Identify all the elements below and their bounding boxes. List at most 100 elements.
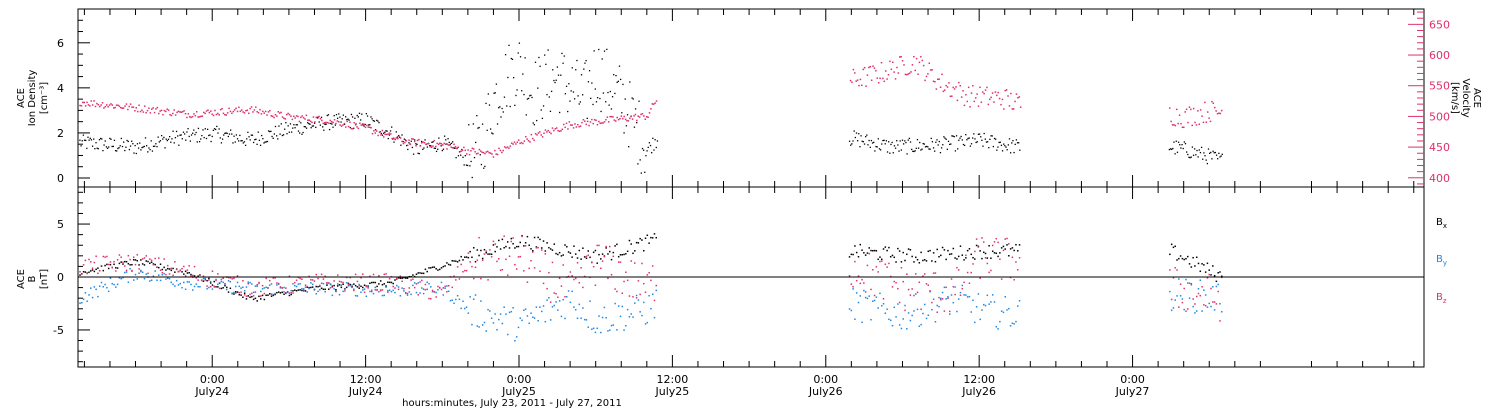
by-point [585, 319, 588, 321]
bx-point [945, 258, 947, 261]
by-point [544, 320, 547, 323]
by-point [365, 295, 368, 298]
density-point [1015, 139, 1018, 141]
bx-point [394, 279, 396, 281]
velocity-point [1184, 111, 1186, 113]
bx-point [197, 275, 199, 277]
velocity-point [652, 103, 655, 105]
velocity-point [906, 73, 908, 76]
density-point [188, 135, 190, 138]
bz-point [376, 289, 378, 291]
density-point [279, 133, 281, 135]
density-point [186, 131, 188, 133]
bz-point [229, 277, 232, 279]
velocity-point [293, 115, 295, 118]
density-point [257, 131, 259, 133]
bz-point [548, 271, 550, 274]
bz-point [594, 284, 597, 286]
bz-point [222, 277, 224, 280]
bx-point [331, 286, 334, 288]
density-point [342, 114, 345, 116]
velocity-point [278, 112, 281, 114]
density-point [944, 137, 946, 139]
density-point [265, 141, 267, 143]
by-point [889, 319, 892, 322]
density-point [185, 139, 187, 141]
velocity-point [181, 110, 184, 113]
by-point [86, 300, 88, 303]
velocity-point [602, 122, 604, 124]
by-point [106, 286, 108, 289]
bx-point [209, 282, 212, 284]
by-point [608, 329, 611, 331]
velocity-point [115, 104, 118, 106]
by-point [653, 316, 656, 319]
bx-point [999, 252, 1001, 254]
density-point [422, 148, 424, 151]
by-point [991, 294, 994, 296]
by-point [644, 323, 647, 325]
velocity-point [936, 78, 939, 81]
bz-point [93, 261, 96, 264]
by-point [540, 310, 543, 313]
velocity-point [854, 72, 856, 74]
by-point [179, 282, 181, 285]
by-point [222, 281, 224, 284]
density-point [908, 137, 911, 140]
bz-point [614, 288, 616, 290]
bx-point [458, 259, 461, 262]
bx-point [102, 269, 105, 272]
density-point [525, 114, 527, 116]
by-point [263, 287, 266, 289]
bz-point [195, 277, 198, 279]
bz-point [1206, 277, 1209, 279]
bz-point [972, 263, 974, 265]
bx-point [498, 239, 500, 242]
bx-point [650, 236, 652, 239]
density-point [122, 141, 125, 143]
bz-point [1219, 320, 1221, 322]
velocity-point [454, 146, 457, 148]
velocity-point [536, 134, 538, 136]
bz-point [1197, 292, 1200, 295]
density-point [134, 144, 136, 147]
bz-point [866, 264, 869, 267]
density-point [266, 140, 269, 143]
velocity-point [245, 109, 247, 112]
bx-point [433, 266, 436, 268]
density-point [952, 135, 954, 137]
velocity-point [487, 150, 489, 153]
velocity-point [222, 112, 225, 115]
by-point [537, 320, 539, 322]
density-point [155, 143, 157, 145]
by-point [521, 319, 523, 322]
by-point [419, 292, 421, 294]
bz-point [941, 298, 944, 300]
velocity-point [392, 137, 395, 139]
velocity-point [1205, 121, 1208, 123]
velocity-point [79, 104, 81, 107]
bx-point [560, 255, 563, 257]
bz-point [217, 273, 219, 275]
bx-point [138, 264, 140, 266]
density-point [957, 148, 959, 150]
density-point [133, 152, 135, 154]
velocity-point [287, 112, 289, 115]
density-point [615, 75, 617, 77]
by-point [904, 304, 906, 307]
density-point [434, 147, 437, 150]
velocity-point [517, 139, 520, 141]
bz-point [444, 285, 446, 288]
velocity-point [492, 156, 495, 158]
bz-point [129, 258, 131, 261]
density-point [605, 101, 607, 103]
top-right-tick-label: 450 [1429, 141, 1450, 154]
velocity-point [423, 141, 426, 144]
by-point [252, 291, 255, 294]
density-point [858, 133, 860, 135]
by-point [972, 299, 974, 301]
density-point [410, 140, 412, 142]
bz-point [852, 286, 854, 288]
density-point [205, 137, 208, 140]
velocity-point [152, 107, 154, 109]
